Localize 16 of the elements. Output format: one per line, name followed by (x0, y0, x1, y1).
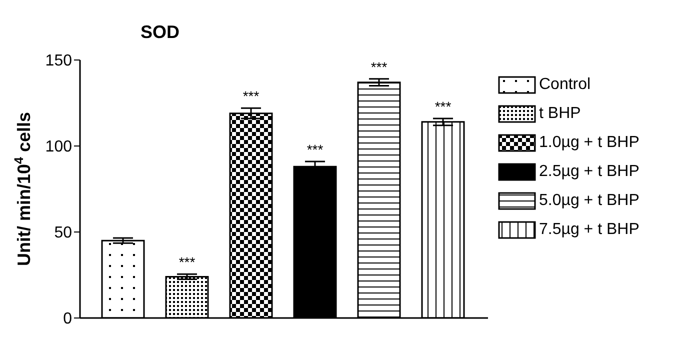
legend-label: 7.5µg + t BHP (539, 220, 640, 238)
chart-title: SOD (140, 22, 180, 43)
y-tick-label: 150 (45, 52, 72, 70)
legend-label: 2.5µg + t BHP (539, 162, 640, 180)
legend-label: t BHP (539, 104, 581, 122)
y-tick-label: 0 (63, 310, 72, 328)
legend-label: 1.0µg + t BHP (539, 134, 640, 152)
data-label: *** (434, 98, 452, 114)
y-tick-label: 50 (54, 224, 72, 242)
data-label: *** (178, 254, 196, 270)
y-tick-label: 100 (45, 138, 72, 156)
data-label: *** (242, 88, 260, 104)
data-label: *** (370, 58, 388, 75)
data-label: *** (306, 141, 324, 158)
legend-label: Control (539, 76, 591, 94)
legend-label: 5.0µg + t BHP (539, 192, 640, 210)
